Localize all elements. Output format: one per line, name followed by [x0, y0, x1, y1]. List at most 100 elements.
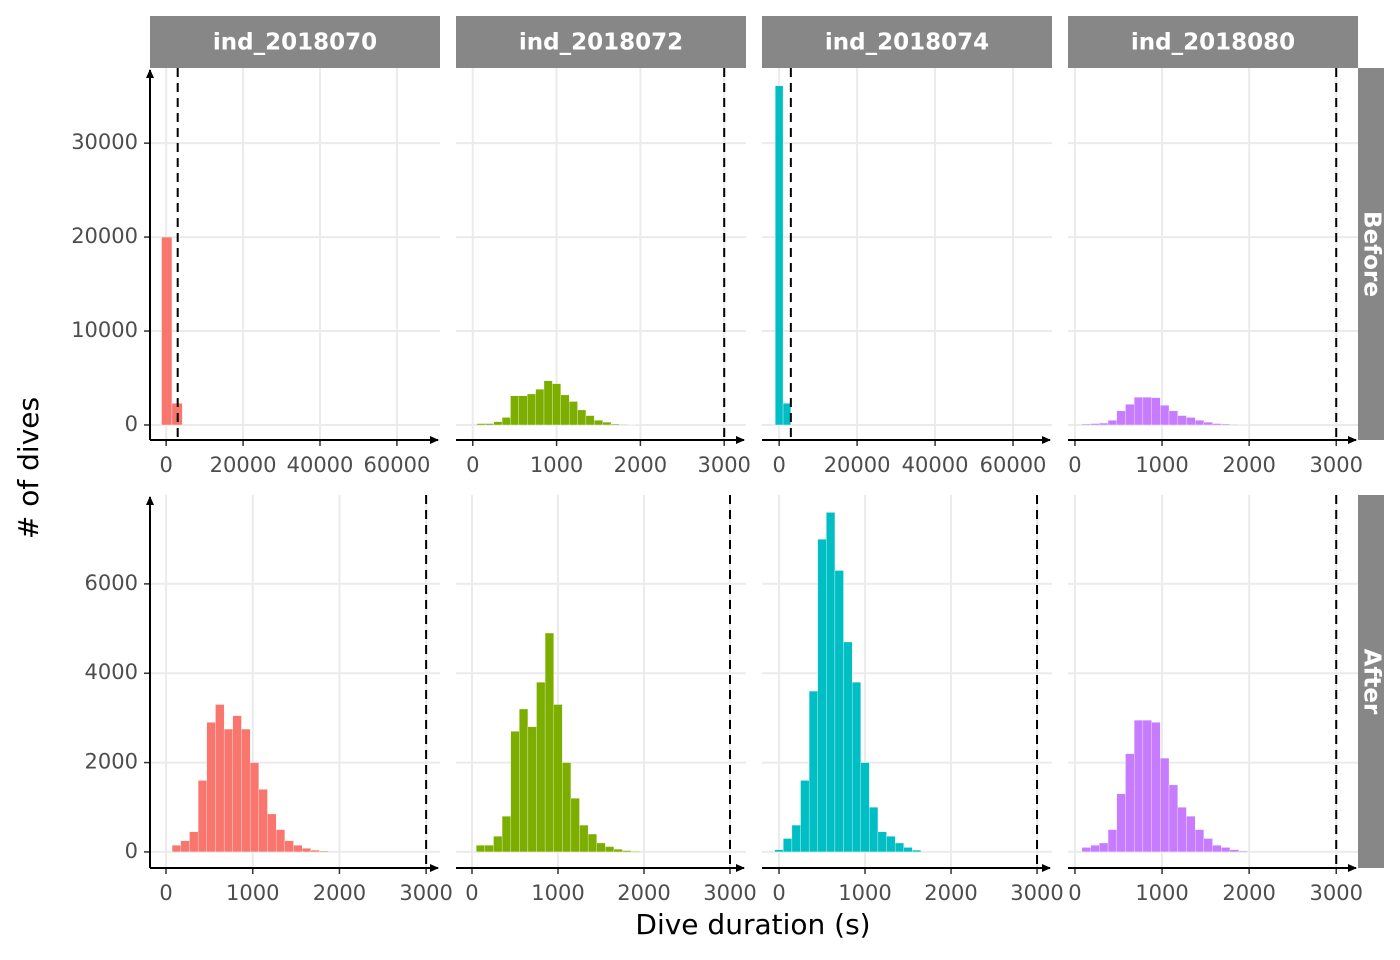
histogram-bar: [553, 704, 563, 853]
histogram-bar: [189, 831, 199, 853]
histogram-bar: [1116, 410, 1126, 426]
histogram-bar: [1107, 420, 1117, 426]
column-strip-label: ind_2018074: [825, 30, 989, 56]
histogram-bar: [544, 632, 554, 853]
x-tick-label: 0: [159, 453, 172, 477]
histogram-bar: [1186, 417, 1196, 426]
histogram-bar: [476, 845, 486, 853]
histogram-bar: [258, 789, 268, 853]
histogram-bar: [1116, 793, 1126, 853]
x-tick-label: 1000: [226, 881, 279, 905]
x-tick-label: 2000: [617, 881, 670, 905]
histogram-bar: [527, 726, 537, 853]
histogram-bar: [1194, 420, 1205, 426]
histogram-bar: [543, 380, 553, 426]
y-tick-label: 20000: [71, 224, 138, 248]
histogram-bar: [1125, 753, 1135, 853]
histogram-bar: [562, 762, 572, 853]
x-tick-label: 20000: [210, 453, 277, 477]
histogram-bar: [585, 415, 595, 426]
histogram-bar: [1212, 423, 1222, 426]
histogram-bar: [1125, 404, 1135, 426]
x-tick-label: 40000: [287, 453, 354, 477]
histogram-bar: [610, 423, 620, 426]
column-strip: [1068, 16, 1358, 68]
histogram-bar: [594, 420, 603, 426]
histogram-bar: [485, 423, 494, 426]
histogram-bar: [903, 847, 913, 853]
histogram-bar: [605, 846, 615, 853]
column-strip-label: ind_2018080: [1131, 30, 1295, 56]
x-tick-label: 1000: [1135, 453, 1188, 477]
histogram-bar: [171, 845, 181, 853]
histogram-bar: [1134, 397, 1144, 426]
y-tick-label: 10000: [71, 318, 138, 342]
histogram-bar: [310, 849, 320, 853]
row-strip-label: Before: [1359, 211, 1385, 297]
histogram-bar: [275, 829, 285, 853]
histogram-bar: [791, 824, 801, 853]
histogram-bar: [519, 708, 529, 853]
histogram-bar: [622, 850, 632, 853]
histogram-bar: [596, 842, 606, 853]
x-tick-label: 3000: [1310, 453, 1363, 477]
histogram-bar: [484, 845, 494, 853]
row-strip: [1358, 68, 1384, 440]
histogram-bar: [1151, 397, 1161, 426]
histogram-bar: [1168, 410, 1178, 426]
histogram-bar: [510, 395, 520, 426]
histogram-bar: [630, 851, 640, 853]
x-tick-label: 1000: [838, 881, 891, 905]
y-tick-label: 6000: [85, 571, 138, 595]
histogram-bar: [860, 762, 870, 853]
histogram-bar: [817, 539, 827, 853]
histogram-bar: [783, 838, 793, 853]
histogram-bar: [535, 389, 545, 426]
x-tick-label: 2000: [1222, 453, 1275, 477]
histogram-bar: [1221, 847, 1231, 853]
histogram-bar: [834, 570, 844, 853]
histogram-bar: [249, 762, 259, 853]
histogram-bar: [602, 422, 612, 426]
histogram-bar: [1151, 722, 1161, 853]
x-tick-label: 1000: [531, 881, 584, 905]
row-strip: [1358, 495, 1384, 868]
x-tick-label: 3000: [399, 881, 452, 905]
histogram-bar: [232, 715, 242, 853]
x-tick-label: 2000: [924, 881, 977, 905]
x-tick-label: 60000: [364, 453, 431, 477]
histogram-bar: [782, 403, 791, 426]
histogram-bar: [510, 731, 520, 853]
histogram-bar: [284, 840, 294, 853]
histogram-bar: [206, 722, 216, 853]
x-tick-label: 2000: [313, 881, 366, 905]
histogram-bar: [1177, 415, 1187, 426]
histogram-bar: [894, 842, 904, 853]
x-tick-label: 60000: [980, 453, 1047, 477]
x-tick-label: 20000: [824, 453, 891, 477]
histogram-bar: [1107, 829, 1117, 853]
histogram-bar: [293, 845, 303, 853]
histogram-bar: [180, 840, 190, 853]
column-strip: [150, 16, 440, 68]
column-strip-label: ind_2018072: [519, 30, 683, 56]
y-tick-label: 0: [125, 839, 138, 863]
column-strip: [762, 16, 1052, 68]
histogram-bar: [1238, 850, 1248, 853]
histogram-bar: [851, 682, 861, 853]
histogram-bar: [319, 850, 329, 853]
y-tick-label: 0: [125, 412, 138, 436]
histogram-bar: [1090, 845, 1100, 853]
histogram-bar: [501, 417, 511, 426]
histogram-bar: [1142, 397, 1152, 426]
histogram-bar: [877, 831, 887, 853]
y-tick-label: 30000: [71, 130, 138, 154]
histogram-bar: [1090, 423, 1100, 426]
x-tick-label: 1000: [1135, 881, 1188, 905]
histogram-bar: [1194, 829, 1205, 853]
x-tick-label: 3000: [1310, 881, 1363, 905]
column-strip: [456, 16, 746, 68]
histogram-bar: [1081, 423, 1091, 426]
histogram-bar: [912, 849, 922, 853]
x-tick-label: 0: [1068, 453, 1081, 477]
